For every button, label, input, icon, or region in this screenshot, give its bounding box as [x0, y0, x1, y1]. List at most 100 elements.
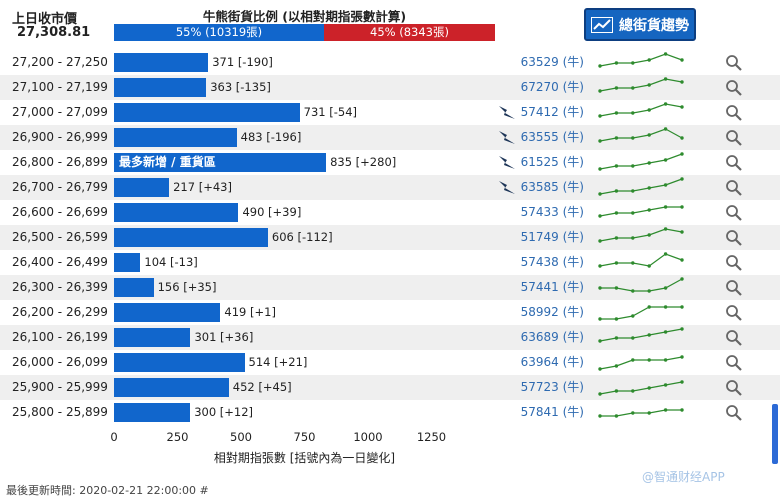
sparkline-point — [680, 152, 684, 156]
x-tick-label: 1250 — [416, 430, 447, 444]
price-range-label: 26,700 - 26,799 — [12, 180, 108, 194]
sparkline-point — [663, 205, 668, 209]
price-range-label: 26,000 - 26,099 — [12, 355, 108, 369]
price-range-label: 26,100 - 26,199 — [12, 330, 108, 344]
search-icon[interactable] — [725, 279, 743, 297]
search-icon[interactable] — [725, 254, 743, 272]
bull-warrant-cell: 63555 (牛) — [495, 125, 590, 150]
sparkline-line — [599, 178, 683, 195]
scrollbar-edge[interactable] — [772, 404, 778, 464]
sparkline-line — [600, 278, 683, 292]
sparkline-point — [614, 189, 619, 193]
sparkline-point — [663, 286, 668, 290]
table-row: 26,000 - 26,099 514 [+21] 63964 (牛) — [0, 350, 780, 375]
sparkline-point — [614, 61, 619, 65]
search-icon[interactable] — [725, 79, 743, 97]
ratio-title: 牛熊街貨比例 (以相對期指張數計算) — [202, 9, 407, 24]
sparkline-point — [598, 367, 602, 371]
table-row: 26,900 - 26,999 483 [-196] 63555 (牛) — [0, 125, 780, 150]
bull-warrant-link[interactable]: 57723 (牛) — [520, 380, 584, 394]
x-tick-label: 0 — [110, 430, 118, 444]
contracts-bar — [114, 253, 141, 272]
search-icon[interactable] — [725, 404, 743, 422]
bull-warrant-link[interactable]: 57433 (牛) — [520, 205, 584, 219]
bull-warrant-cell: 57841 (牛) — [495, 400, 590, 425]
sparkline-line — [600, 409, 682, 417]
bull-warrant-link[interactable]: 57841 (牛) — [520, 405, 584, 419]
x-tick-label: 1000 — [353, 430, 383, 444]
sparkline-point — [631, 86, 635, 90]
sparkline-point — [647, 264, 651, 268]
price-range-label: 26,400 - 26,499 — [12, 255, 108, 269]
sparkline-point — [631, 111, 635, 115]
search-icon[interactable] — [725, 329, 743, 347]
sparkline-point — [631, 136, 635, 140]
bull-warrant-link[interactable]: 57438 (牛) — [520, 255, 584, 269]
sparkline — [598, 305, 684, 321]
prev-close-value: 27,308.81 — [17, 25, 91, 40]
sparkline-point — [680, 258, 684, 262]
sparkline-point — [647, 186, 651, 190]
bar-value-label: 217 [+43] — [173, 180, 232, 194]
bull-warrant-cell: 61525 (牛) — [495, 150, 590, 175]
search-icon[interactable] — [725, 129, 743, 147]
bull-warrant-link[interactable]: 63964 (牛) — [520, 355, 584, 369]
search-icon[interactable] — [725, 154, 743, 172]
bull-warrant-link[interactable]: 63689 (牛) — [520, 330, 584, 344]
sparkline-point — [598, 239, 602, 243]
bull-warrant-link[interactable]: 58992 (牛) — [520, 305, 584, 319]
table-row: 26,600 - 26,699 490 [+39] 57433 (牛) — [0, 200, 780, 225]
bear-icon — [499, 181, 515, 194]
sparkline-point — [598, 89, 602, 93]
bar-value-label: 371 [-190] — [212, 55, 273, 69]
sparkline-point — [680, 355, 684, 359]
price-range-label: 26,500 - 26,599 — [12, 230, 108, 244]
search-icon[interactable] — [725, 379, 743, 397]
price-range-label: 27,100 - 27,199 — [12, 80, 108, 94]
sparkline-point — [598, 392, 602, 396]
bull-warrant-link[interactable]: 63555 (牛) — [520, 130, 584, 144]
bull-warrant-link[interactable]: 57441 (牛) — [520, 280, 584, 294]
bear-icon — [499, 106, 515, 119]
total-trend-button[interactable]: 總街貨趨勢 — [584, 8, 696, 41]
bull-warrant-link[interactable]: 61525 (牛) — [520, 155, 584, 169]
sparkline-point — [663, 252, 668, 256]
price-range-label: 27,200 - 27,250 — [12, 55, 108, 69]
bull-warrant-cell: 57441 (牛) — [495, 275, 590, 300]
x-axis: 0 250 500 750 1000 1250 相對期指張數 [括號內為一日變化] — [0, 426, 780, 471]
contracts-bar — [114, 153, 327, 172]
sparkline — [598, 205, 684, 218]
sparkline-point — [614, 317, 619, 321]
sparkline-point — [663, 358, 668, 362]
contracts-bar — [114, 103, 300, 122]
search-icon[interactable] — [725, 204, 743, 222]
table-row: 25,900 - 25,999 452 [+45] 57723 (牛) — [0, 375, 780, 400]
bear-ratio-segment: 45% (8343張) — [324, 24, 495, 41]
bull-warrant-link[interactable]: 63529 (牛) — [520, 55, 584, 69]
sparkline-point — [614, 336, 619, 340]
search-icon[interactable] — [725, 179, 743, 197]
search-icon[interactable] — [725, 229, 743, 247]
sparkline-line — [599, 103, 683, 117]
search-icon[interactable] — [725, 304, 743, 322]
table-row: 26,200 - 26,299 419 [+1] 58992 (牛) — [0, 300, 780, 325]
sparkline-point — [680, 177, 684, 181]
sparkline-point — [647, 411, 651, 415]
sparkline-point — [647, 386, 651, 390]
bull-warrant-link[interactable]: 67270 (牛) — [520, 80, 584, 94]
sparkline-point — [598, 192, 602, 196]
sparkline-point — [663, 227, 668, 231]
bull-warrant-link[interactable]: 51749 (牛) — [520, 230, 584, 244]
sparkline-point — [663, 330, 668, 334]
search-icon[interactable] — [725, 54, 743, 72]
search-icon[interactable] — [725, 104, 743, 122]
sparkline-point — [663, 102, 668, 106]
sparkline-line — [599, 381, 683, 395]
search-icon[interactable] — [725, 354, 743, 372]
bar-value-label: 606 [-112] — [271, 230, 333, 244]
sparkline-point — [598, 139, 602, 143]
sparkline-point — [663, 383, 668, 387]
sparkline-line — [599, 128, 683, 142]
bull-warrant-link[interactable]: 63585 (牛) — [520, 180, 584, 194]
bull-warrant-link[interactable]: 57412 (牛) — [520, 105, 584, 119]
